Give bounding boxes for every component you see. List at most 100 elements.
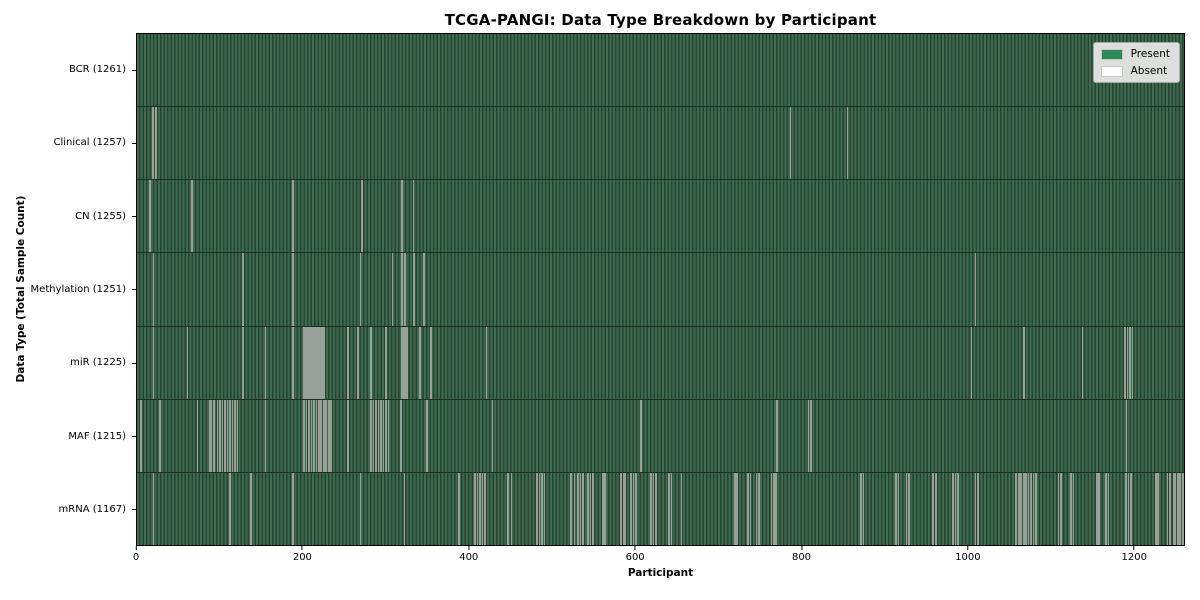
x-tick-mark [634,546,636,550]
absent-mark [954,472,957,545]
x-tick-200: 200 [293,546,312,563]
absent-mark [327,399,330,472]
y-tick-label: miR (1225) [70,357,126,369]
absent-mark [387,399,390,472]
absent-mark [579,472,582,545]
y-tick-mark [132,142,136,144]
absent-mark [775,472,778,545]
data-row-MAF [137,398,1184,472]
absent-mark [315,399,318,472]
absent-mark [1032,472,1035,545]
absent-mark [908,472,910,545]
absent-mark [403,472,406,545]
absent-mark [1072,472,1075,545]
absent-mark [773,472,775,545]
absent-mark [1131,326,1134,399]
absent-mark [292,253,294,326]
absent-mark [860,472,862,545]
absent-mark [401,180,403,253]
absent-mark [905,472,908,545]
absent-mark [229,472,231,545]
absent-mark [152,326,155,399]
absent-mark [668,472,670,545]
y-tick-BCR: BCR (1261) [0,33,136,106]
data-row-Methylation [137,252,1184,326]
absent-mark [897,472,900,545]
absent-mark [140,399,142,472]
absent-mark [213,399,215,472]
absent-mark [620,472,622,545]
x-tick-0: 0 [133,546,139,563]
absent-mark [382,399,385,472]
absent-mark [426,399,429,472]
absent-mark [400,399,402,472]
absent-mark [321,326,323,399]
absent-mark [1107,472,1110,545]
absent-mark [630,472,632,545]
absent-mark [308,399,310,472]
absent-mark [1057,472,1060,545]
absent-mark [221,399,224,472]
absent-mark [404,253,406,326]
absent-mark [216,399,219,472]
absent-mark [541,472,543,545]
absent-mark [846,107,849,180]
absent-mark [311,326,313,399]
legend-entry-absent: Absent [1100,65,1170,77]
data-row-mRNA [137,471,1184,545]
absent-mark [749,472,752,545]
legend: Present Absent [1092,42,1180,83]
absent-mark [359,253,362,326]
absent-mark [476,472,479,545]
absent-mark [372,399,375,472]
x-tick-label: 600 [625,552,645,563]
absent-mark [789,107,792,180]
absent-mark [330,399,333,472]
absent-mark [361,180,363,253]
absent-swatch-icon [1100,65,1123,77]
absent-mark [359,472,362,545]
y-tick-mark [132,362,136,364]
absent-mark [325,399,328,472]
absent-mark [370,399,372,472]
absent-mark [491,399,494,472]
absent-mark [810,399,812,472]
absent-mark [807,399,810,472]
absent-mark [1105,472,1107,545]
absent-mark [423,253,426,326]
absent-mark [536,472,538,545]
y-tick-Methylation: Methylation (1251) [0,253,136,326]
x-tick-mark [135,546,137,550]
absent-mark [485,326,488,399]
absent-mark [303,399,305,472]
absent-mark [1169,472,1171,545]
absent-mark [264,326,267,399]
absent-mark [1025,472,1027,545]
absent-mark [1178,472,1180,545]
absent-mark [770,472,773,545]
absent-mark [1183,472,1184,545]
absent-mark [401,253,403,326]
absent-mark [151,107,154,180]
absent-mark [1181,472,1184,545]
y-tick-mRNA: mRNA (1167) [0,473,136,546]
absent-mark [318,399,320,472]
data-row-miR [137,325,1184,399]
absent-mark [957,472,959,545]
absent-mark [655,472,657,545]
absent-mark [236,399,239,472]
absent-mark [303,326,305,399]
absent-mark [292,326,294,399]
absent-mark [313,399,315,472]
absent-mark [314,326,317,399]
absent-mark [680,472,683,545]
absent-mark [1154,472,1157,545]
y-tick-mark [132,289,136,291]
data-row-CN [137,179,1184,253]
absent-mark [974,253,977,326]
absent-mark [895,472,897,545]
absent-mark [313,326,315,399]
legend-label-present: Present [1130,48,1170,60]
absent-mark [391,253,394,326]
absent-mark [624,472,626,545]
